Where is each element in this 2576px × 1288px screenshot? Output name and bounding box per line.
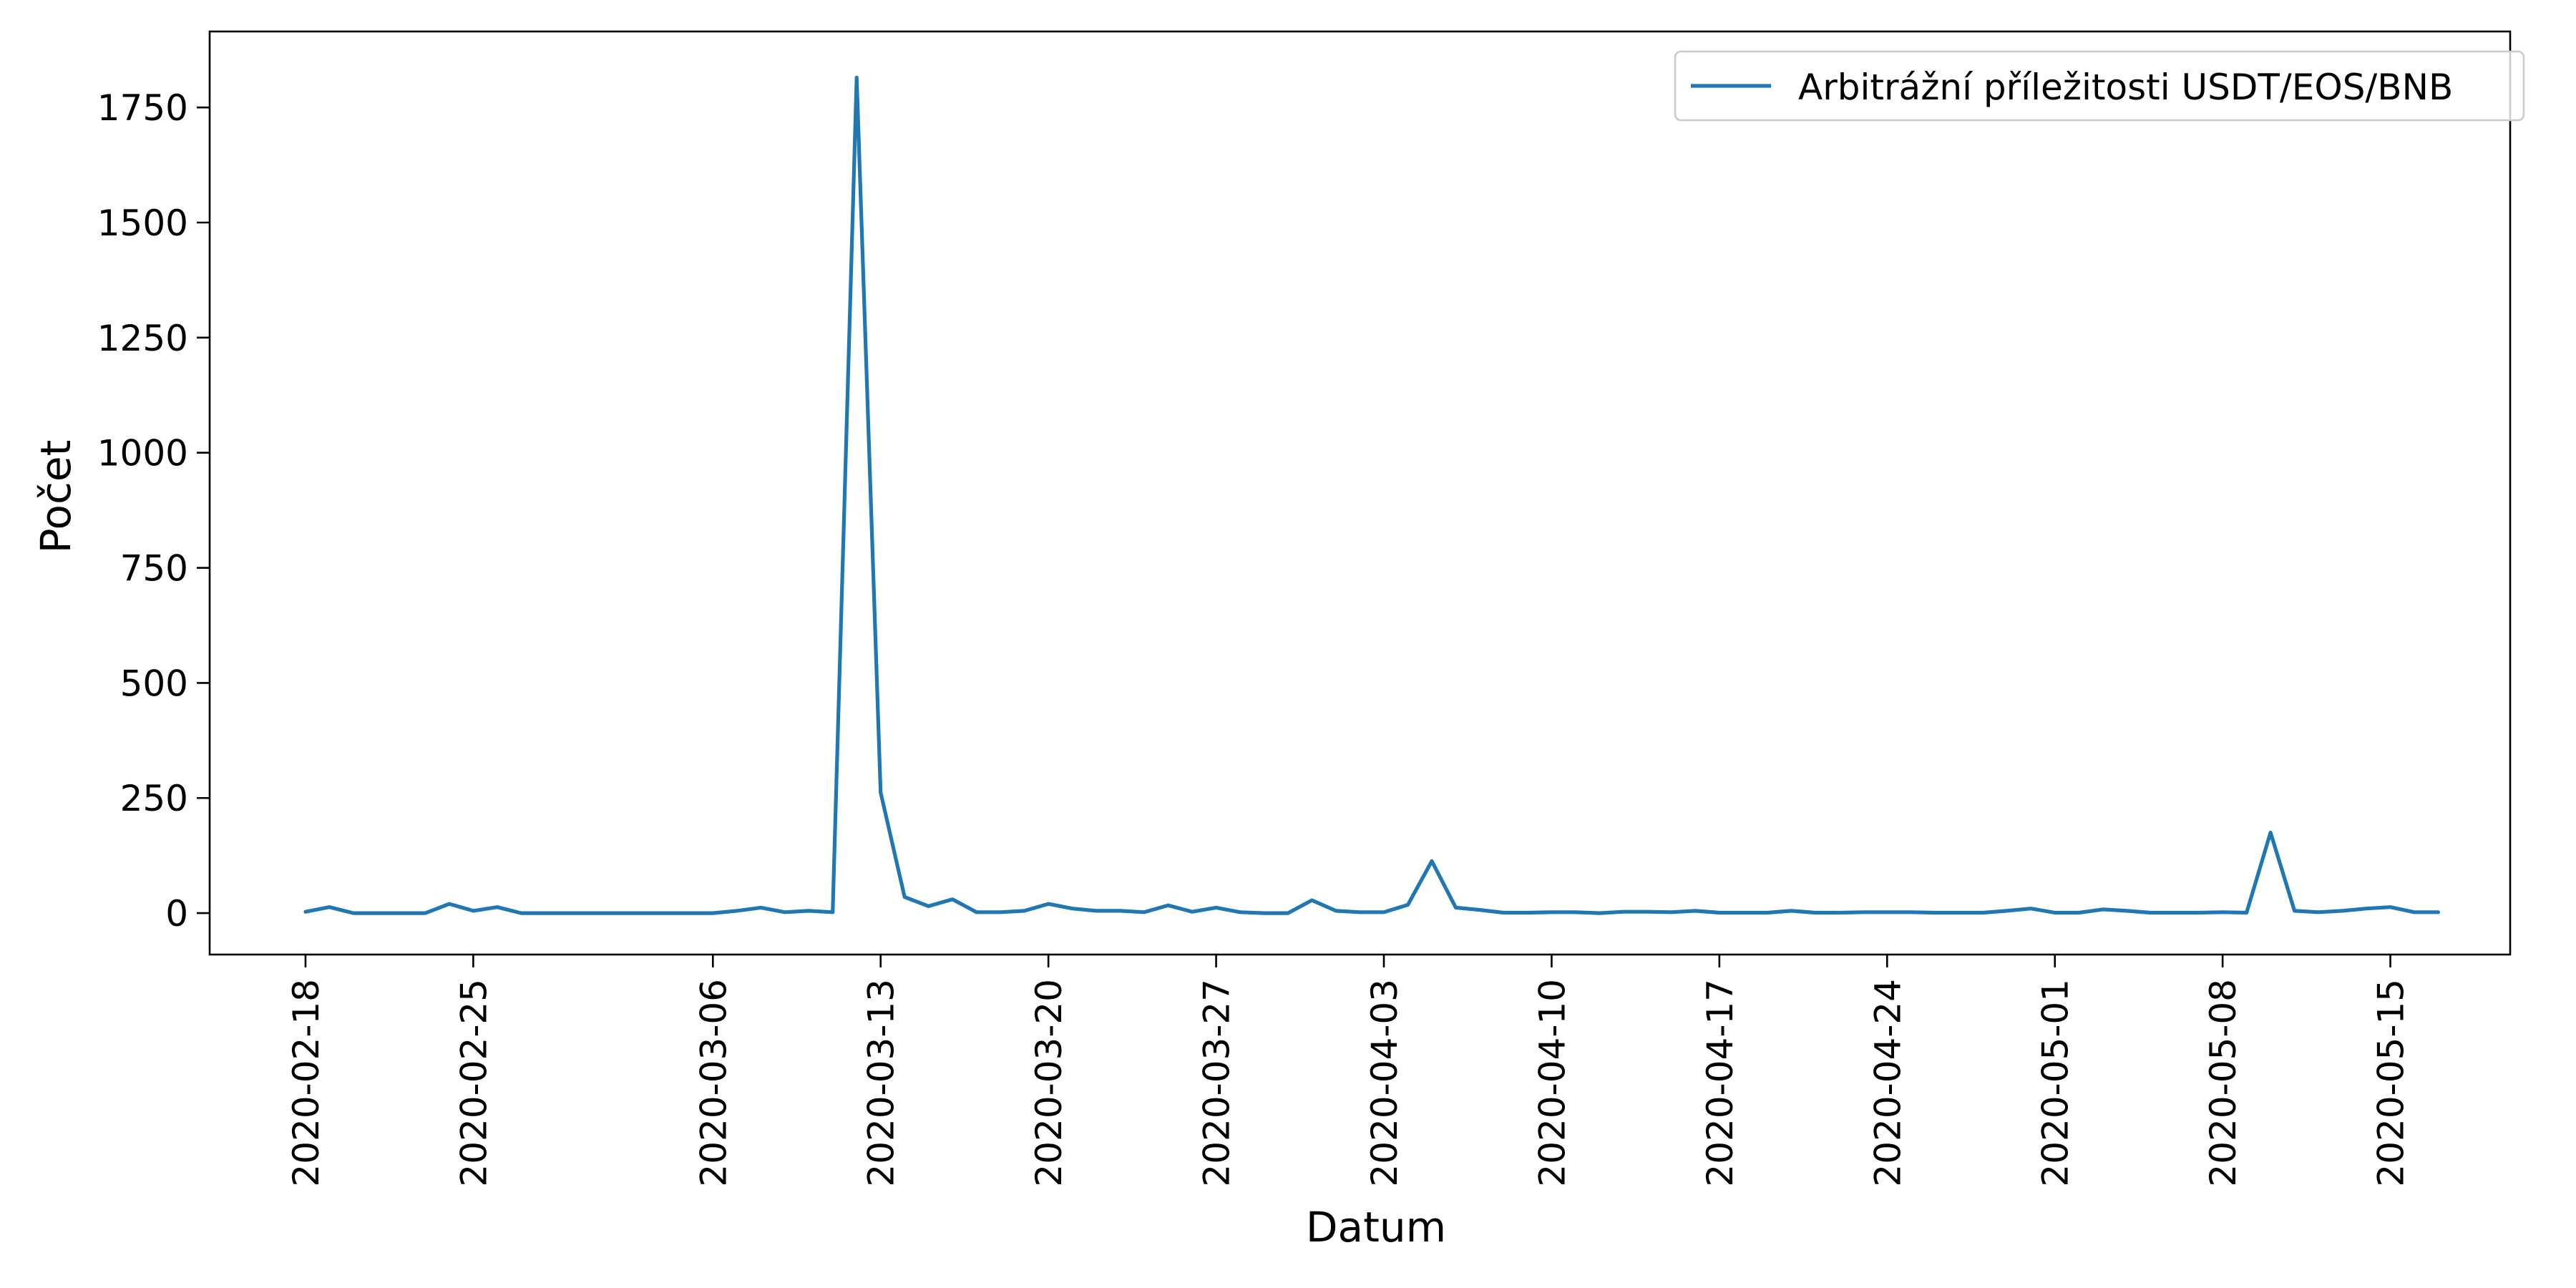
y-tick-label: 500 — [120, 663, 188, 704]
x-tick-label: 2020-05-15 — [2371, 979, 2412, 1187]
y-tick-label: 0 — [165, 893, 188, 935]
x-tick-label: 2020-02-18 — [286, 979, 327, 1187]
x-tick-label: 2020-05-01 — [2035, 979, 2077, 1187]
x-tick-label: 2020-03-27 — [1196, 979, 1238, 1187]
y-tick-label: 1500 — [97, 203, 188, 244]
x-tick-label: 2020-04-10 — [1531, 979, 1573, 1187]
legend-label: Arbitrážní příležitosti USDT/EOS/BNB — [1798, 67, 2453, 108]
x-tick-label: 2020-04-17 — [1699, 979, 1741, 1187]
plot-frame — [208, 30, 2512, 956]
legend: Arbitrážní příležitosti USDT/EOS/BNB — [1674, 50, 2525, 122]
y-axis-label: Počet — [31, 440, 80, 554]
y-tick-label: 1000 — [97, 433, 188, 474]
y-tick-label: 250 — [120, 778, 188, 819]
series-lines — [303, 75, 2441, 915]
x-tick-label: 2020-03-06 — [693, 979, 734, 1187]
x-axis-ticks: 2020-02-18 2020-02-25 2020-03-06 2020-03-13… — [286, 955, 2412, 1187]
x-tick-label: 2020-02-25 — [453, 979, 494, 1187]
series-line — [303, 75, 2441, 915]
x-axis-label: Datum — [1306, 1203, 1446, 1252]
y-tick-label: 1250 — [97, 318, 188, 359]
x-tick-label: 2020-04-24 — [1867, 979, 1908, 1187]
x-tick-label: 2020-04-03 — [1364, 979, 1405, 1187]
x-tick-label: 2020-03-20 — [1028, 979, 1070, 1187]
y-tick-label: 1750 — [97, 87, 188, 129]
x-tick-label: 2020-05-08 — [2202, 979, 2244, 1187]
x-tick-label: 2020-03-13 — [861, 979, 902, 1187]
y-tick-label: 750 — [120, 548, 188, 590]
legend-box — [1674, 50, 2525, 122]
y-axis-ticks: 0 250 500 750 1000 1250 1500 1750 — [97, 87, 210, 935]
